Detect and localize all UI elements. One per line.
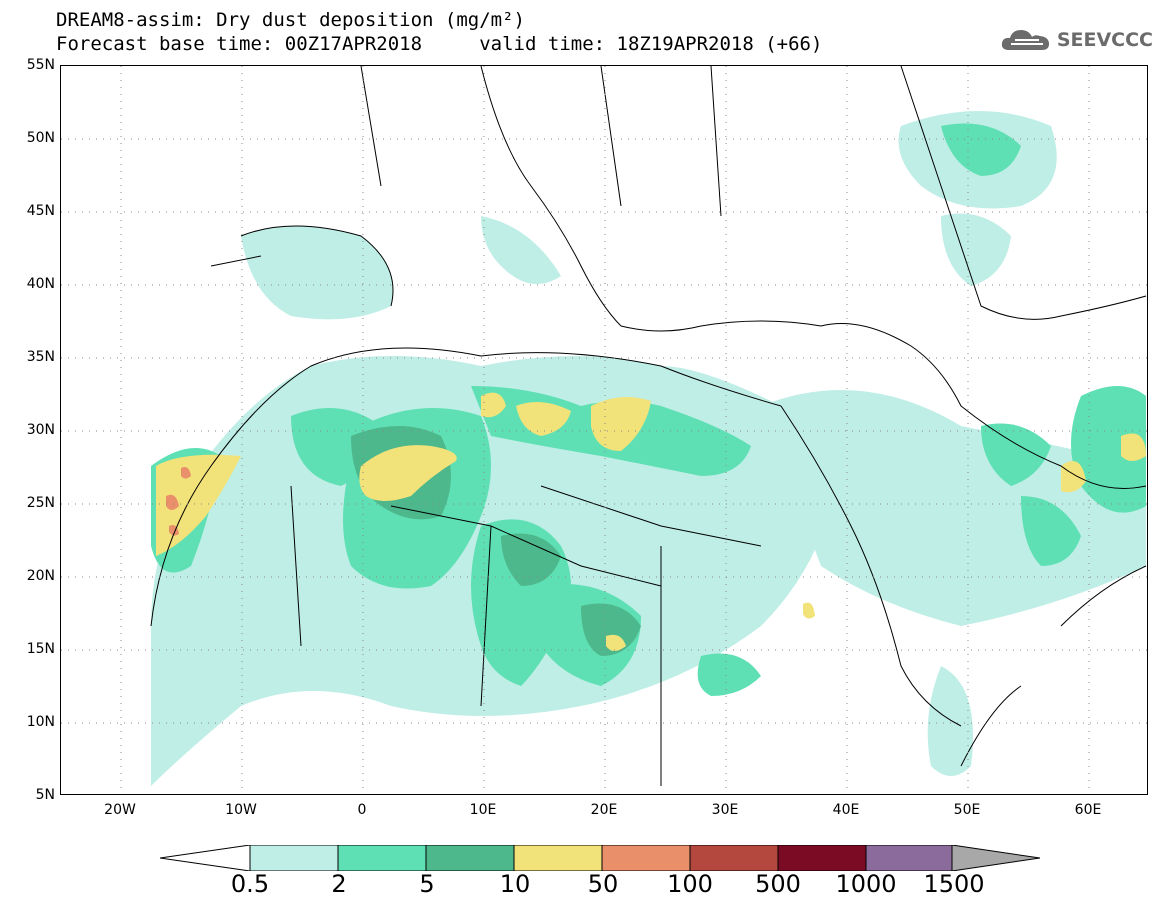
lat-label-15n: 15N [26, 641, 55, 657]
legend-label-6: 500 [755, 870, 801, 898]
lat-label-20n: 20N [26, 568, 55, 584]
colorbar-segment-7 [865, 845, 955, 871]
lon-label-10w: 10W [225, 802, 257, 818]
dust-orange-areas [166, 467, 191, 536]
logo-text: SEEVCCC [1056, 29, 1153, 51]
lat-lon-grid [61, 66, 1147, 794]
colorbar-segment-0 [249, 845, 339, 871]
colorbar-right-arrow [951, 845, 1040, 871]
country-borders [150, 66, 1147, 786]
legend-label-5: 100 [667, 870, 713, 898]
colorbar-segment-5 [689, 845, 779, 871]
lon-label-20w: 20W [104, 802, 136, 818]
lat-label-40n: 40N [26, 276, 55, 292]
lat-label-30n: 30N [26, 422, 55, 438]
lon-label-40e: 40E [832, 802, 860, 818]
legend-label-0: 0.5 [230, 870, 270, 898]
lat-label-50n: 50N [26, 130, 55, 146]
colorbar-segment-2 [425, 845, 515, 871]
dust-map [61, 66, 1147, 794]
cloud-icon [1001, 30, 1049, 50]
lon-label-0: 0 [357, 802, 367, 818]
legend-label-4: 50 [587, 870, 619, 898]
lat-label-45n: 45N [26, 203, 55, 219]
lon-label-10e: 10E [469, 802, 497, 818]
colorbar-segment-3 [513, 845, 603, 871]
lat-label-25n: 25N [26, 495, 55, 511]
colorbar [160, 845, 1040, 871]
lat-label-10n: 10N [26, 714, 55, 730]
seevccc-logo: SEEVCCC [999, 26, 1153, 54]
colorbar-segment-6 [777, 845, 867, 871]
map-panel [60, 65, 1148, 795]
colorbar-left-arrow [160, 845, 251, 871]
legend-label-1: 2 [331, 870, 347, 898]
map-subtitle: Forecast base time: 00Z17APR2018 valid t… [56, 33, 823, 55]
lon-label-60e: 60E [1074, 802, 1102, 818]
lat-label-5n: 5N [35, 787, 55, 803]
legend-label-7: 1000 [835, 870, 897, 898]
colorbar-segment-4 [601, 845, 691, 871]
lat-label-55n: 55N [26, 57, 55, 73]
legend-label-2: 5 [419, 870, 435, 898]
lon-label-30e: 30E [711, 802, 739, 818]
lat-label-35n: 35N [26, 349, 55, 365]
legend-label-8: 1500 [923, 870, 985, 898]
lon-label-50e: 50E [953, 802, 981, 818]
map-title: DREAM8-assim: Dry dust deposition (mg/m²… [56, 9, 525, 31]
legend-label-3: 10 [499, 870, 531, 898]
lon-label-20e: 20E [590, 802, 618, 818]
colorbar-segment-1 [337, 845, 427, 871]
